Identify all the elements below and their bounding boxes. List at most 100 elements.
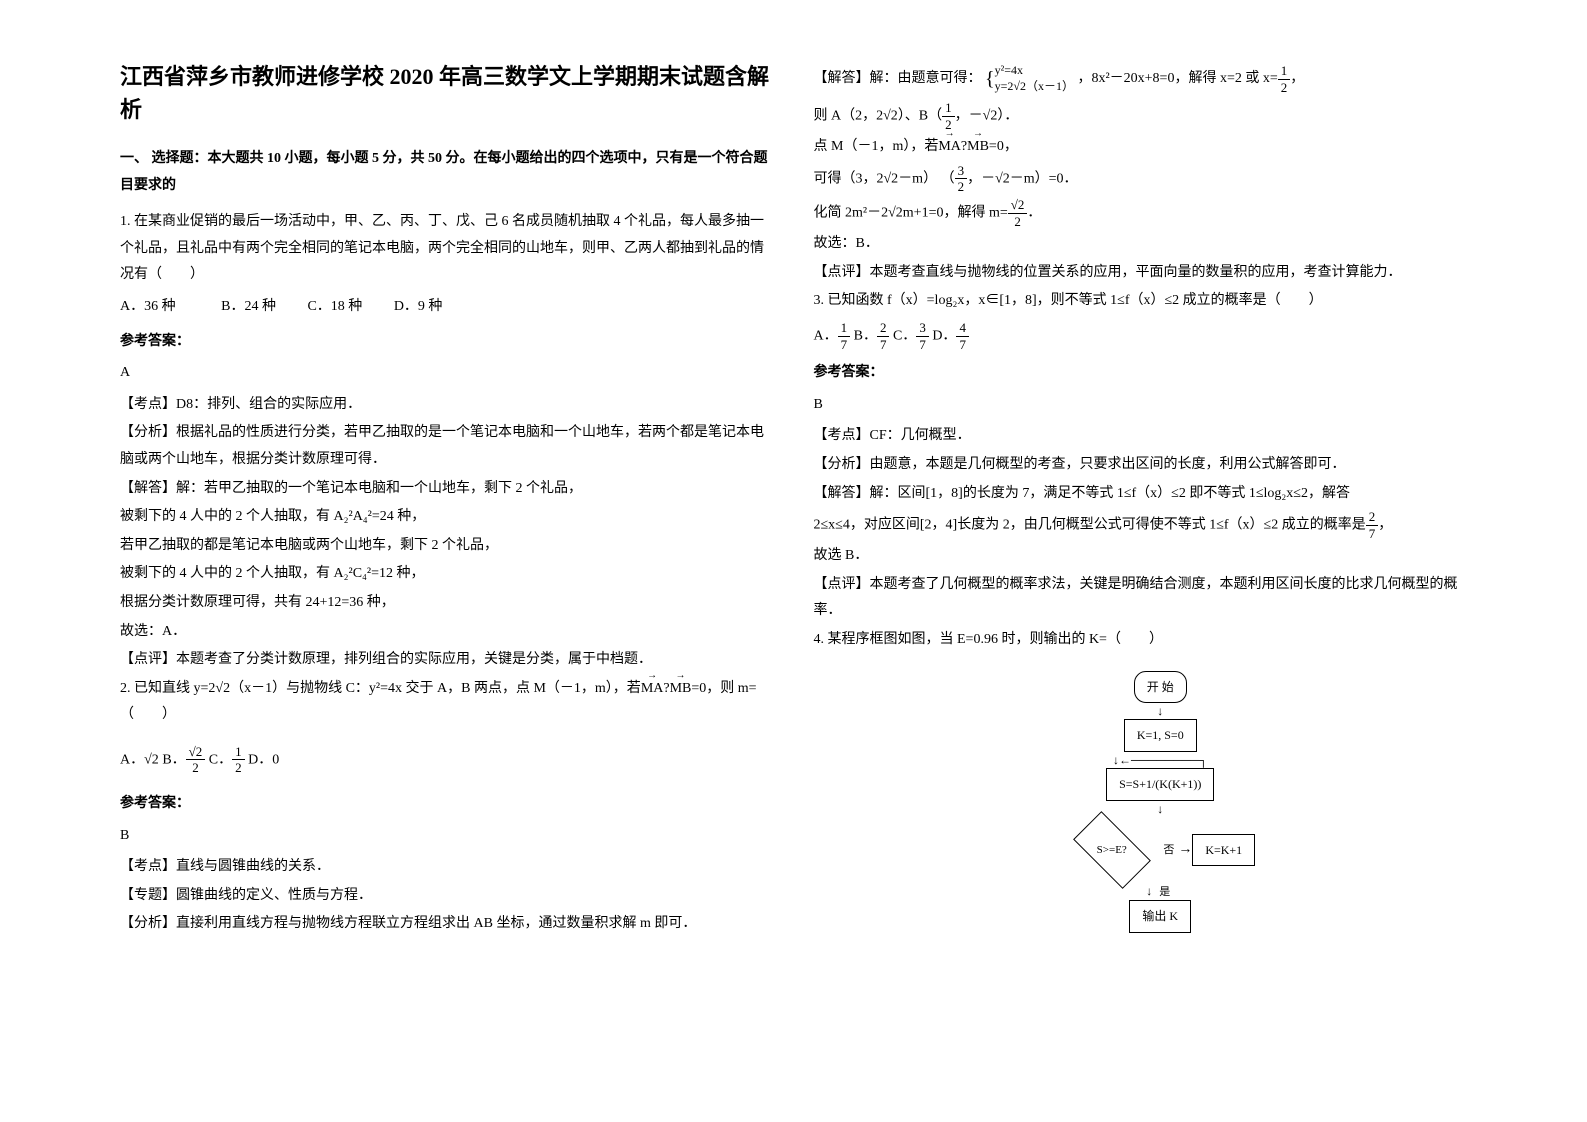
- frac-1-2-r: 12: [1278, 63, 1291, 95]
- q2-text-prefix: 2. 已知直线 y=2: [120, 681, 215, 696]
- document-title: 江西省萍乡市教师进修学校 2020 年高三数学文上学期期末试题含解析: [120, 60, 774, 126]
- frac-sqrt2-2: √22: [186, 744, 206, 776]
- q3-fenxi: 【分析】由题意，本题是几何概型的考查，只要求出区间的长度，利用公式解答即可．: [814, 452, 1468, 479]
- frac-den: 2: [186, 760, 206, 776]
- flow-start: 开 始: [1134, 671, 1187, 704]
- frac-num: 1: [942, 100, 955, 117]
- comma: ，: [1290, 71, 1304, 86]
- frac-den: 2: [955, 179, 968, 195]
- frac-4-7: 47: [956, 320, 969, 352]
- q1-jieda3: 若甲乙抽取的都是笔记本电脑或两个山地车，剩下 2 个礼品，: [120, 533, 774, 560]
- line3-suffix: =0，: [989, 139, 1018, 154]
- vec-ma: MA: [641, 676, 664, 703]
- q1-answer: A: [120, 360, 774, 387]
- vec-ma-2: MA: [938, 134, 961, 161]
- q2-line2: 则 A（2，2√2）、B（12，－√2）．: [814, 100, 1468, 132]
- q3-jieda3: 故选 B．: [814, 543, 1468, 570]
- q2-line3: 点 M（－1，m），若MA?MB=0，: [814, 134, 1468, 161]
- flow-decision-row: S>=E? 否 → K=K+1: [1065, 815, 1255, 885]
- q3-text: 3. 已知函数 f（x）=log₂x，x∈[1，8]，则不等式 1≤f（x）≤2…: [814, 288, 1468, 315]
- q2-options: A．√2 B．√22 C．12 D．0: [120, 744, 774, 776]
- frac-num: 3: [955, 163, 968, 180]
- brace-eq1: y²=4x: [995, 63, 1074, 79]
- q3-options: A．17 B．27 C．37 D．47: [814, 320, 1468, 352]
- frac-sqrt2-2-r: √22: [1008, 197, 1028, 229]
- sqrt2-a: √2: [144, 752, 159, 767]
- q3-dianping: 【点评】本题考查了几何概型的概率求法，关键是明确结合测度，本题利用区间长度的比求…: [814, 572, 1468, 625]
- sqrt2-4: √2: [888, 205, 903, 220]
- q3-kaodian: 【考点】CF：几何概型．: [814, 423, 1468, 450]
- line3-prefix: 点 M（－1，m），若: [814, 139, 939, 154]
- line4-mid2: （: [941, 171, 955, 186]
- jieda-suffix: ，8x²－20x+8=0，解得 x=2 或 x=: [1077, 71, 1277, 86]
- left-column: 江西省萍乡市教师进修学校 2020 年高三数学文上学期期末试题含解析 一、 选择…: [100, 60, 794, 1062]
- frac-3-2: 32: [955, 163, 968, 195]
- q2-fenxi: 【分析】直接利用直线方程与抛物线方程联立方程组求出 AB 坐标，通过数量积求解 …: [120, 911, 774, 938]
- flow-arrow-right: →: [1178, 837, 1192, 864]
- brace-eq2: y=2√2（x－1）: [995, 79, 1074, 95]
- line4-suffix: ）=0．: [1035, 171, 1078, 186]
- vec-mb-2: MB: [967, 134, 989, 161]
- frac-num: 3: [916, 320, 929, 337]
- frac-den: 7: [877, 337, 890, 353]
- q1-answer-label: 参考答案：: [120, 329, 774, 356]
- flow-main-column: 开 始 ↓ K=1, S=0 ↓←────────┐ S=S+1/(K(K+1)…: [854, 669, 1468, 935]
- frac-1-2: 12: [232, 744, 245, 776]
- q3-answer: B: [814, 392, 1468, 419]
- frac-num: 2: [877, 320, 890, 337]
- q1-fenxi: 【分析】根据礼品的性质进行分类，若甲乙抽取的是一个笔记本电脑和一个山地车，若两个…: [120, 420, 774, 473]
- q2-opt-b-prefix: B．: [162, 752, 185, 767]
- q3-opt-c: C．: [893, 328, 916, 343]
- sqrt2: √2: [215, 681, 230, 696]
- q2-opt-a-prefix: A．: [120, 752, 144, 767]
- q2-opt-d: D．0: [248, 752, 279, 767]
- frac-den: 2: [1278, 80, 1291, 96]
- q1-opt-a: A．36 种: [120, 299, 176, 314]
- line4-mid: －m）: [898, 171, 937, 186]
- q2-opt-c-prefix: C．: [209, 752, 232, 767]
- frac-num: √2: [1008, 197, 1028, 214]
- q2-answer: B: [120, 823, 774, 850]
- line2-suffix: ）．: [997, 108, 1018, 123]
- frac-den: 7: [1366, 526, 1379, 542]
- brace-system: y²=4xy=2√2（x－1）: [995, 63, 1074, 94]
- frac-den: 7: [838, 337, 851, 353]
- q1-text: 1. 在某商业促销的最后一场活动中，甲、乙、丙、丁、戊、己 6 名成员随机抽取 …: [120, 209, 774, 289]
- neg-sqrt2-m: －√2－m: [981, 171, 1035, 186]
- q2-answer-label: 参考答案：: [120, 791, 774, 818]
- q3-jieda2-prefix: 2≤x≤4，对应区间[2，4]长度为 2，由几何概型公式可得使不等式 1≤f（x…: [814, 517, 1366, 532]
- frac-den: 7: [916, 337, 929, 353]
- flow-arrow: ↓←────────┐: [1113, 754, 1208, 766]
- q3-answer-label: 参考答案：: [814, 360, 1468, 387]
- flow-init: K=1, S=0: [1124, 719, 1197, 752]
- q3-jieda2: 2≤x≤4，对应区间[2，4]长度为 2，由几何概型公式可得使不等式 1≤f（x…: [814, 509, 1468, 541]
- line5-mid: m+1=0，解得 m=: [903, 205, 1008, 220]
- q3-jieda1: 【解答】解：区间[1，8]的长度为 7，满足不等式 1≤f（x）≤2 即不等式 …: [814, 481, 1468, 508]
- q2-text: 2. 已知直线 y=2√2（x－1）与抛物线 C：y²=4x 交于 A，B 两点…: [120, 676, 774, 729]
- q2-kaodian: 【考点】直线与圆锥曲线的关系．: [120, 854, 774, 881]
- q1-opt-c: C．18 种: [307, 299, 362, 314]
- q2-line5: 化简 2m²－2√2m+1=0，解得 m=√22．: [814, 197, 1468, 229]
- flow-arrow: ↓: [1157, 705, 1163, 717]
- flow-no-label: 否: [1163, 840, 1174, 861]
- q1-opt-b: B．24 种: [221, 299, 276, 314]
- line5-suffix: ．: [1027, 205, 1041, 220]
- flow-cond-text: S>=E?: [1097, 840, 1127, 861]
- q2-jieda: 【解答】解：由题意可得： {y²=4xy=2√2（x－1） ，8x²－20x+8…: [814, 60, 1468, 98]
- flow-arrow: ↓ 是: [1146, 885, 1174, 898]
- frac-3-7: 37: [916, 320, 929, 352]
- q1-jieda5: 根据分类计数原理可得，共有 24+12=36 种，: [120, 590, 774, 617]
- frac-1-7: 17: [838, 320, 851, 352]
- section-a-header: 一、 选择题：本大题共 10 小题，每小题 5 分，共 50 分。在每小题给出的…: [120, 146, 774, 199]
- sqrt2-3: √2: [884, 171, 899, 186]
- q1-opt-d: D．9 种: [394, 299, 443, 314]
- flow-yes-label: 是: [1159, 886, 1170, 898]
- sqrt2-2: √2: [883, 108, 898, 123]
- q2-zhuanti: 【专题】圆锥曲线的定义、性质与方程．: [120, 883, 774, 910]
- q2-text-mid1: （x－1）与抛物线 C：y²=4x 交于 A，B 两点，点 M（－1，m），若: [230, 681, 641, 696]
- frac-num: 1: [838, 320, 851, 337]
- flow-arrow: ↓: [1157, 803, 1163, 815]
- frac-num: √2: [186, 744, 206, 761]
- q2-line6: 故选：B．: [814, 231, 1468, 258]
- line4-prefix: 可得（3，2: [814, 171, 884, 186]
